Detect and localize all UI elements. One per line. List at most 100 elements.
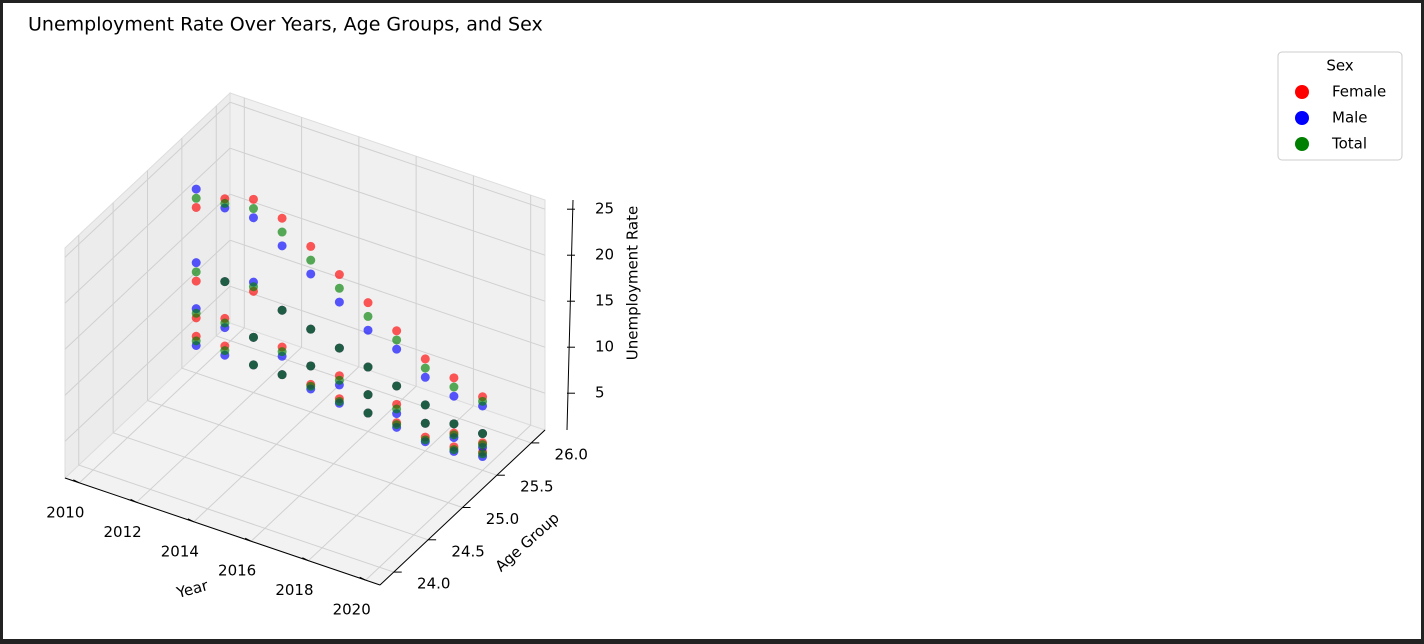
chart-title: Unemployment Rate Over Years, Age Groups… xyxy=(28,14,543,36)
data-point xyxy=(449,419,459,429)
data-point xyxy=(449,382,459,392)
grid-line xyxy=(229,101,546,210)
data-point xyxy=(392,326,402,336)
data-point xyxy=(306,361,316,371)
data-point xyxy=(363,298,373,308)
legend-marker xyxy=(1295,111,1309,125)
data-point xyxy=(392,344,402,354)
grid-line xyxy=(112,432,429,541)
back-pane xyxy=(229,92,546,431)
data-point xyxy=(449,373,459,383)
data-point xyxy=(363,311,373,321)
data-point xyxy=(277,305,287,315)
data-point xyxy=(220,198,230,208)
data-point xyxy=(449,445,459,455)
data-point xyxy=(478,440,488,450)
data-point xyxy=(306,255,316,265)
data-point xyxy=(420,372,430,382)
data-point xyxy=(277,227,287,237)
data-point xyxy=(363,408,373,418)
data-point xyxy=(420,435,430,445)
data-point xyxy=(334,297,344,307)
data-point xyxy=(420,363,430,373)
y-tick-label: 25.5 xyxy=(520,478,553,496)
legend-marker xyxy=(1295,137,1309,151)
z-axis-line xyxy=(566,199,574,431)
data-point xyxy=(220,346,230,356)
data-point xyxy=(277,241,287,251)
x-tick-label: 2010 xyxy=(46,503,84,521)
data-point xyxy=(191,308,201,318)
legend-label: Female xyxy=(1332,83,1386,101)
data-point xyxy=(248,213,258,223)
data-point xyxy=(277,347,287,357)
data-point xyxy=(191,258,201,268)
z-tick-label: 15 xyxy=(595,292,614,310)
data-point xyxy=(334,396,344,406)
x-axis-line xyxy=(64,477,381,586)
data-point xyxy=(306,381,316,391)
legend-box xyxy=(1277,51,1403,161)
grid-line xyxy=(229,285,546,394)
z-tick-label: 20 xyxy=(595,246,614,264)
data-point xyxy=(306,324,316,334)
z-axis-label: Unemployment Rate xyxy=(624,206,642,360)
data-point xyxy=(191,184,201,194)
grid-line xyxy=(181,367,498,476)
data-point xyxy=(277,370,287,380)
x-tick-label: 2012 xyxy=(103,523,141,541)
data-point xyxy=(392,404,402,414)
data-point xyxy=(478,396,488,406)
z-tick-label: 25 xyxy=(595,200,614,218)
data-point xyxy=(392,381,402,391)
data-point xyxy=(449,430,459,440)
y-tick-label: 25.0 xyxy=(486,510,519,528)
data-point xyxy=(392,420,402,430)
data-point xyxy=(277,213,287,223)
legend: Sex Female Male Total xyxy=(1277,51,1403,161)
legend-title: Sex xyxy=(1326,57,1353,75)
y-tick-label: 26.0 xyxy=(555,445,588,463)
x-tick-label: 2020 xyxy=(333,601,371,619)
data-point xyxy=(248,360,258,370)
data-point xyxy=(191,336,201,346)
data-point xyxy=(363,325,373,335)
data-point xyxy=(363,390,373,400)
data-point xyxy=(191,202,201,212)
data-point xyxy=(191,267,201,277)
grid-line xyxy=(78,464,394,573)
data-point xyxy=(248,332,258,342)
z-tick-label: 5 xyxy=(595,384,605,402)
grid-line xyxy=(64,239,231,396)
data-point xyxy=(449,391,459,401)
grid-line xyxy=(229,239,546,348)
x-tick-label: 2018 xyxy=(275,581,313,599)
data-point xyxy=(220,277,230,287)
data-point xyxy=(420,418,430,428)
legend-marker xyxy=(1295,85,1309,99)
data-point xyxy=(191,193,201,203)
legend-label: Male xyxy=(1332,109,1368,127)
grid-line xyxy=(147,400,463,508)
data-point xyxy=(334,375,344,385)
data-point xyxy=(334,283,344,293)
grid-line xyxy=(64,101,231,258)
data-point xyxy=(334,343,344,353)
data-point xyxy=(248,282,258,292)
data-point xyxy=(220,318,230,328)
data-point xyxy=(478,429,488,439)
grid-line xyxy=(229,147,546,256)
data-point xyxy=(306,241,316,251)
grid-line xyxy=(216,335,532,444)
data-point xyxy=(248,194,258,204)
data-point xyxy=(191,276,201,286)
data-point xyxy=(306,269,316,279)
legend-label: Total xyxy=(1331,135,1367,153)
data-point xyxy=(478,449,488,459)
data-point xyxy=(420,354,430,364)
data-point xyxy=(420,400,430,410)
y-tick-label: 24.0 xyxy=(417,575,450,593)
x-tick-label: 2014 xyxy=(161,542,199,560)
data-point xyxy=(363,362,373,372)
